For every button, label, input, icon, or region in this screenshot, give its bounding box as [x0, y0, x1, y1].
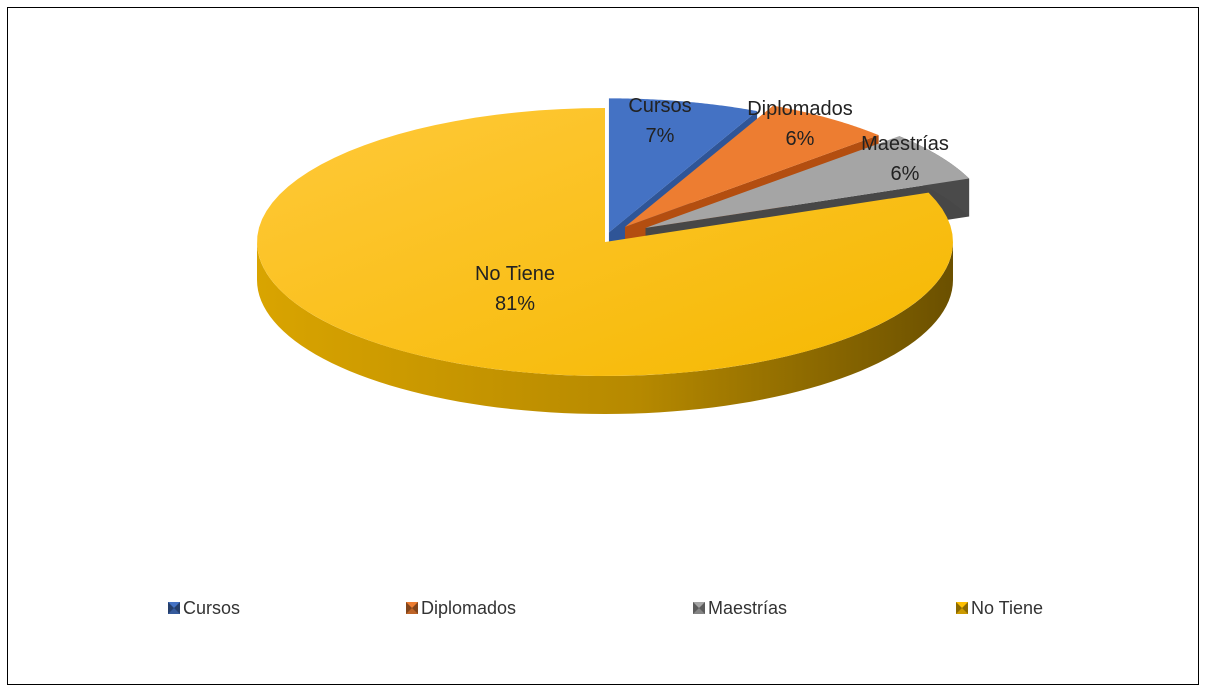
- legend-item-1: Diplomados: [406, 598, 516, 618]
- legend: Cursos Diplomados Maestrías No Tiene: [168, 598, 1043, 618]
- data-label-category-0: Cursos: [628, 95, 691, 117]
- data-label-category-3: No Tiene: [475, 263, 555, 285]
- legend-item-3: No Tiene: [956, 598, 1043, 618]
- data-label-percent-3: 81%: [495, 293, 535, 315]
- legend-label-2: Maestrías: [708, 598, 787, 618]
- legend-swatch: [693, 602, 705, 614]
- data-label-category-1: Diplomados: [747, 98, 853, 120]
- data-label-percent-0: 7%: [646, 125, 675, 147]
- legend-swatch: [406, 602, 418, 614]
- legend-item-0: Cursos: [168, 598, 240, 618]
- pie-slice-no-tiene: [257, 108, 953, 414]
- legend-swatch: [956, 602, 968, 614]
- legend-label-1: Diplomados: [421, 598, 516, 618]
- data-label-percent-2: 6%: [891, 163, 920, 185]
- legend-item-2: Maestrías: [693, 598, 787, 618]
- data-label-category-2: Maestrías: [861, 133, 949, 155]
- data-label-percent-1: 6%: [786, 128, 815, 150]
- legend-label-0: Cursos: [183, 598, 240, 618]
- legend-label-3: No Tiene: [971, 598, 1043, 618]
- legend-swatch: [168, 602, 180, 614]
